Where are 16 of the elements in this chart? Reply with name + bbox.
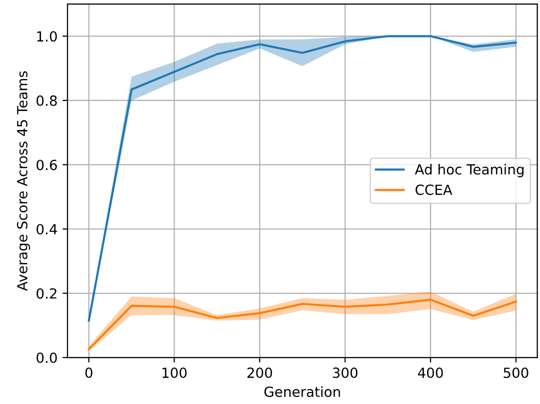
x-tick-label: 200 <box>247 368 272 378</box>
y-tick-label: 0.0 <box>36 352 57 364</box>
x-tick-label: 500 <box>504 368 528 378</box>
x-tick-label: 300 <box>332 368 358 378</box>
y-tick-label: 0.8 <box>36 95 57 106</box>
x-axis-title: Generation <box>264 386 340 398</box>
y-tick-label: 0.4 <box>36 224 57 234</box>
legend-label: CCEA <box>416 184 452 196</box>
legend-label: Ad hoc Teaming <box>414 164 524 178</box>
x-tick-label: 400 <box>418 368 443 378</box>
y-tick-label: 0.6 <box>36 160 57 170</box>
x-tick-label: 100 <box>162 368 187 378</box>
x-tick-label: 0 <box>85 368 92 378</box>
y-tick-label: 0.2 <box>36 288 56 299</box>
y-axis-title: Average Score Across 45 Teams <box>16 71 30 291</box>
y-tick-label: 1.0 <box>37 31 57 42</box>
